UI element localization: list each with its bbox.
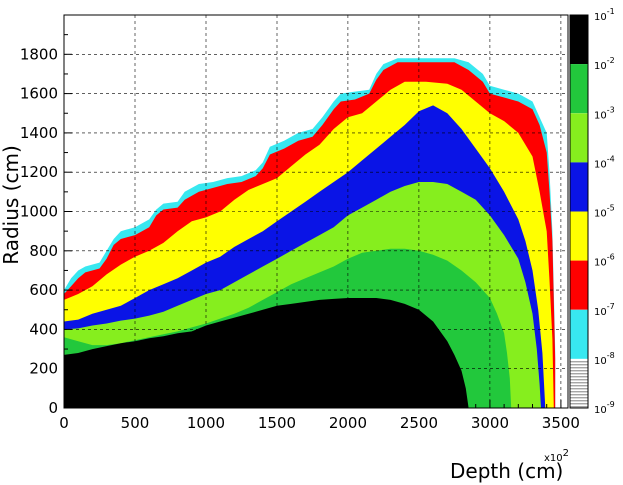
colorbar-swatch xyxy=(570,162,588,212)
y-tick-label: 1600 xyxy=(20,85,58,103)
y-axis: 0 200 400 600 800 1000 1200 1400 1600 1800 xyxy=(20,34,72,417)
y-axis-title: Radius (cm) xyxy=(0,145,23,265)
colorbar xyxy=(569,14,589,409)
x-tick-label: 500 xyxy=(121,414,150,432)
colorbar-swatch xyxy=(570,309,588,359)
x-axis-multiplier-base: x10 xyxy=(544,453,563,464)
colorbar-label: 10-2 xyxy=(594,56,615,72)
x-tick-label: 1500 xyxy=(258,414,296,432)
colorbar-label: 10-7 xyxy=(594,302,615,318)
y-tick-label: 1400 xyxy=(20,124,58,142)
colorbar-label: 10-8 xyxy=(594,351,615,367)
colorbar-label: 10-3 xyxy=(594,105,615,121)
x-axis: 0 500 1000 1500 2000 2500 3000 3500 xyxy=(59,400,580,432)
x-tick-label: 1000 xyxy=(187,414,225,432)
y-tick-label: 400 xyxy=(29,320,58,338)
y-tick-label: 1200 xyxy=(20,163,58,181)
y-tick-label: 200 xyxy=(29,360,58,378)
x-axis-title: Depth (cm) xyxy=(450,459,563,483)
colorbar-swatch xyxy=(570,113,588,163)
x-tick-label: 2500 xyxy=(400,414,438,432)
y-tick-label: 0 xyxy=(48,399,58,417)
y-tick-label: 1000 xyxy=(20,203,58,221)
x-tick-label: 0 xyxy=(59,414,69,432)
y-tick-label: 1800 xyxy=(20,45,58,63)
y-tick-label: 800 xyxy=(29,242,58,260)
colorbar-label: 10-9 xyxy=(594,400,615,416)
x-axis-multiplier: x102 xyxy=(544,448,569,464)
contour-band-7 xyxy=(64,298,469,408)
colorbar-label: 10-4 xyxy=(594,154,615,170)
x-tick-label: 3000 xyxy=(471,414,509,432)
colorbar-label: 10-6 xyxy=(594,253,615,269)
colorbar-swatch xyxy=(570,64,588,114)
colorbar-label: 10-5 xyxy=(594,204,615,220)
colorbar-swatch xyxy=(570,15,588,65)
x-axis-multiplier-exp: 2 xyxy=(563,448,569,459)
colorbar-labels: 10-1 10-2 10-3 10-4 10-5 10-6 10-7 10-8 10-9 xyxy=(594,7,615,416)
colorbar-swatch xyxy=(570,358,588,408)
colorbar-swatch xyxy=(570,211,588,261)
colorbar-swatch xyxy=(570,260,588,310)
plot-area xyxy=(64,58,556,409)
colorbar-frame xyxy=(569,14,589,409)
x-tick-label: 2000 xyxy=(329,414,367,432)
x-tick-label: 3500 xyxy=(542,414,580,432)
y-tick-label: 600 xyxy=(29,281,58,299)
colorbar-label: 10-1 xyxy=(594,7,615,23)
grid xyxy=(64,15,568,408)
